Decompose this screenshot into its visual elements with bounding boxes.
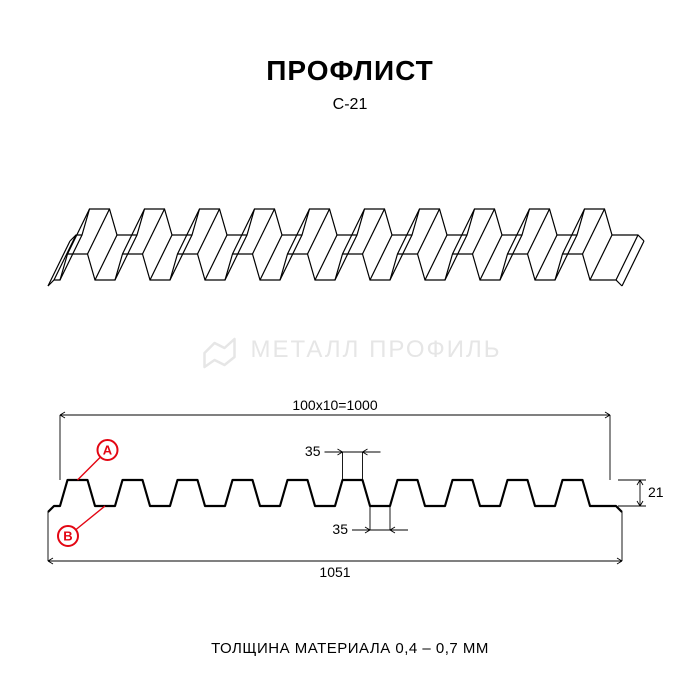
svg-text:35: 35 (305, 443, 321, 459)
cross-section-view: 100x10=1000 1051 35 35 21 A B (20, 370, 680, 595)
watermark-text: МЕТАЛЛ ПРОФИЛЬ (251, 336, 502, 364)
watermark: МЕТАЛЛ ПРОФИЛЬ (199, 329, 502, 371)
svg-text:1051: 1051 (319, 564, 350, 580)
isometric-svg (20, 160, 680, 320)
model-code: C-21 (0, 96, 700, 114)
marker-b-label: B (63, 529, 72, 544)
cross-section-profile (48, 480, 622, 512)
svg-text:35: 35 (332, 521, 348, 537)
cross-section-svg: 100x10=1000 1051 35 35 21 A B (20, 370, 680, 590)
watermark-logo-icon (199, 329, 241, 371)
svg-text:100x10=1000: 100x10=1000 (292, 397, 377, 413)
page-title: ПРОФЛИСТ (0, 55, 700, 87)
isometric-view (20, 160, 680, 325)
svg-text:21: 21 (648, 484, 664, 500)
marker-a-label: A (103, 443, 113, 458)
material-thickness: ТОЛЩИНА МАТЕРИАЛА 0,4 – 0,7 ММ (0, 640, 700, 657)
